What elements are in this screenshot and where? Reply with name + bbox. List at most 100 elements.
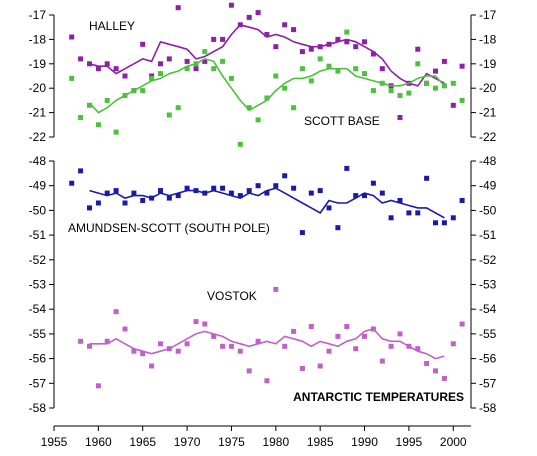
x-tick-label: 1960 <box>85 435 112 449</box>
data-point <box>184 341 190 347</box>
data-point <box>228 190 234 196</box>
data-point <box>202 49 208 55</box>
series-layer <box>69 2 465 389</box>
data-point <box>291 328 297 334</box>
data-point <box>450 102 456 108</box>
data-point <box>140 88 146 94</box>
x-tick-label: 1995 <box>396 435 423 449</box>
data-point <box>459 321 465 327</box>
data-point <box>202 321 208 327</box>
vostok-label: VOSTOK <box>207 289 257 303</box>
data-point <box>388 215 394 221</box>
data-point <box>140 198 146 203</box>
data-point <box>379 190 385 196</box>
data-point <box>122 326 128 332</box>
data-point <box>175 5 181 11</box>
data-point <box>255 338 261 344</box>
data-point <box>246 368 252 374</box>
data-point <box>158 61 163 67</box>
trend-line <box>89 187 445 219</box>
data-point <box>353 66 359 72</box>
data-point <box>246 14 252 20</box>
data-point <box>246 188 252 194</box>
y-tick-label-left: -52 <box>29 253 47 267</box>
data-point <box>220 58 226 64</box>
data-point <box>95 200 101 206</box>
x-tick-label: 1970 <box>174 435 201 449</box>
y-tick-label-right: -19 <box>479 57 497 71</box>
data-point <box>131 190 137 196</box>
data-point <box>362 333 367 339</box>
data-point <box>317 188 323 194</box>
data-point <box>397 115 403 120</box>
data-point <box>388 88 394 94</box>
data-point <box>344 29 350 35</box>
data-point <box>353 346 359 352</box>
data-point <box>433 368 438 374</box>
x-tick-label: 2000 <box>440 435 467 449</box>
data-point <box>255 117 261 123</box>
data-point <box>415 210 421 216</box>
data-point <box>317 56 323 62</box>
y-tick-label-left: -56 <box>29 352 47 366</box>
data-point <box>459 63 465 69</box>
data-point <box>87 205 92 211</box>
data-point <box>104 97 110 103</box>
data-point <box>69 34 75 40</box>
data-point <box>362 39 367 45</box>
data-point <box>237 348 243 354</box>
data-point <box>140 351 146 357</box>
data-point <box>228 2 234 8</box>
data-point <box>344 39 350 45</box>
y-tick-label-right: -57 <box>479 376 497 390</box>
y-tick-label-left: -58 <box>29 401 47 415</box>
data-point <box>78 115 84 120</box>
data-point <box>433 68 438 74</box>
data-point <box>299 366 305 371</box>
amundsen-scott-label: AMUNDSEN-SCOTT (SOUTH POLE) <box>68 221 270 235</box>
y-tick-label-left: -54 <box>29 302 47 316</box>
data-point <box>433 85 438 91</box>
data-point <box>344 324 350 329</box>
y-tick-label-right: -21 <box>479 106 497 120</box>
data-point <box>388 343 394 349</box>
data-point <box>299 66 305 72</box>
data-point <box>122 73 128 79</box>
data-point <box>202 58 208 64</box>
data-point <box>175 348 181 354</box>
data-point <box>69 180 75 186</box>
data-point <box>459 97 465 103</box>
x-tick-label: 1990 <box>351 435 378 449</box>
data-point <box>299 230 305 236</box>
data-point <box>220 185 226 191</box>
data-point <box>211 36 217 42</box>
data-point <box>450 80 456 86</box>
labels-layer: HALLEY SCOTT BASE AMUNDSEN-SCOTT (SOUTH … <box>68 19 464 404</box>
data-point <box>441 58 447 64</box>
data-point <box>273 73 279 79</box>
data-point <box>397 198 403 203</box>
data-point <box>326 63 332 69</box>
data-point <box>255 10 261 16</box>
y-tick-label-left: -19 <box>29 57 47 71</box>
data-point <box>184 66 190 72</box>
y-tick-label-left: -20 <box>29 81 47 95</box>
data-point <box>415 46 421 52</box>
data-point <box>335 68 341 74</box>
y-tick-label-right: -54 <box>479 302 497 316</box>
trend-line <box>89 23 445 87</box>
data-point <box>211 185 217 191</box>
data-point <box>291 27 297 33</box>
data-point <box>166 112 172 118</box>
data-point <box>228 75 234 81</box>
data-point <box>299 49 305 55</box>
data-point <box>140 41 146 47</box>
data-point <box>95 383 101 389</box>
data-point <box>149 75 155 81</box>
y-tick-label-right: -53 <box>479 278 497 292</box>
y-tick-label-right: -51 <box>479 228 497 242</box>
x-tick-label: 1980 <box>262 435 289 449</box>
halley-label: HALLEY <box>89 19 135 33</box>
data-point <box>193 66 199 72</box>
